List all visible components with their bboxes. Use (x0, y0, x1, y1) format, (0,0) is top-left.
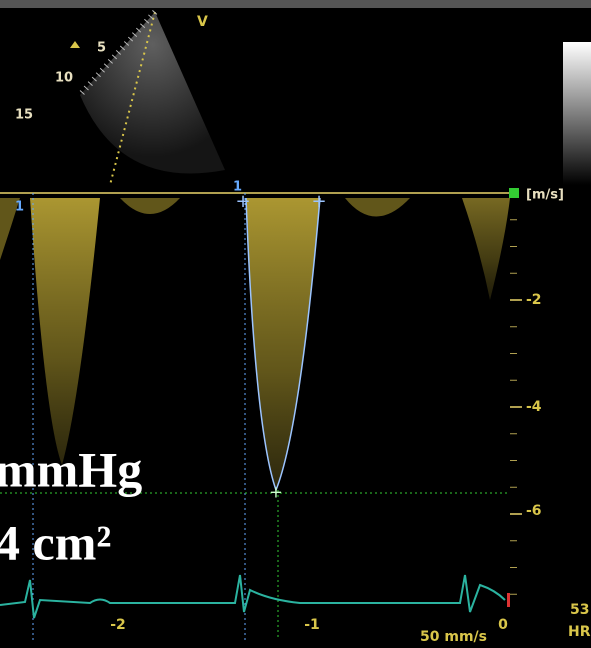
depth-label: 10 (55, 71, 73, 86)
baseline-marker (509, 188, 519, 198)
velocity-tick-label: -2 (526, 292, 542, 308)
time-tick-label: 0 (498, 617, 508, 633)
marker-label: 1 (233, 180, 242, 195)
sector-image (80, 12, 225, 173)
overlay-text: mmHg (0, 441, 142, 497)
velocity-tick-label: -6 (526, 503, 542, 519)
orientation-marker (70, 41, 80, 48)
view-label: V (197, 14, 208, 30)
top-bar (0, 0, 591, 8)
velocity-tick-label: -4 (526, 399, 542, 415)
heart-rate-value: 53 (570, 602, 589, 618)
ecg-trace (0, 575, 505, 618)
doppler-envelope (462, 198, 510, 300)
time-tick-label: -1 (304, 617, 320, 633)
doppler-envelope (30, 198, 100, 465)
time-tick-label: -2 (110, 617, 126, 633)
heart-rate-label: HR (568, 624, 591, 640)
overlay-text: 4 cm² (0, 514, 111, 570)
caliper-cross: + (311, 191, 326, 212)
velocity-unit: [m/s] (526, 188, 564, 203)
gray-bar (563, 42, 591, 185)
depth-label: 5 (97, 41, 106, 56)
peak-cross: + (269, 483, 282, 502)
doppler-envelope (246, 198, 320, 490)
screen: V 5 10 15 + + + 1 1 [m/s] -2 -4 -6 mmHg … (0, 0, 591, 648)
depth-label: 15 (15, 108, 33, 123)
ecg-marker (507, 593, 510, 607)
sweep-speed: 50 mm/s (420, 629, 487, 645)
echo-display: V 5 10 15 + + + 1 1 [m/s] -2 -4 -6 mmHg … (0, 0, 591, 648)
marker-label: 1 (15, 200, 24, 215)
velocity-scale (510, 220, 522, 595)
